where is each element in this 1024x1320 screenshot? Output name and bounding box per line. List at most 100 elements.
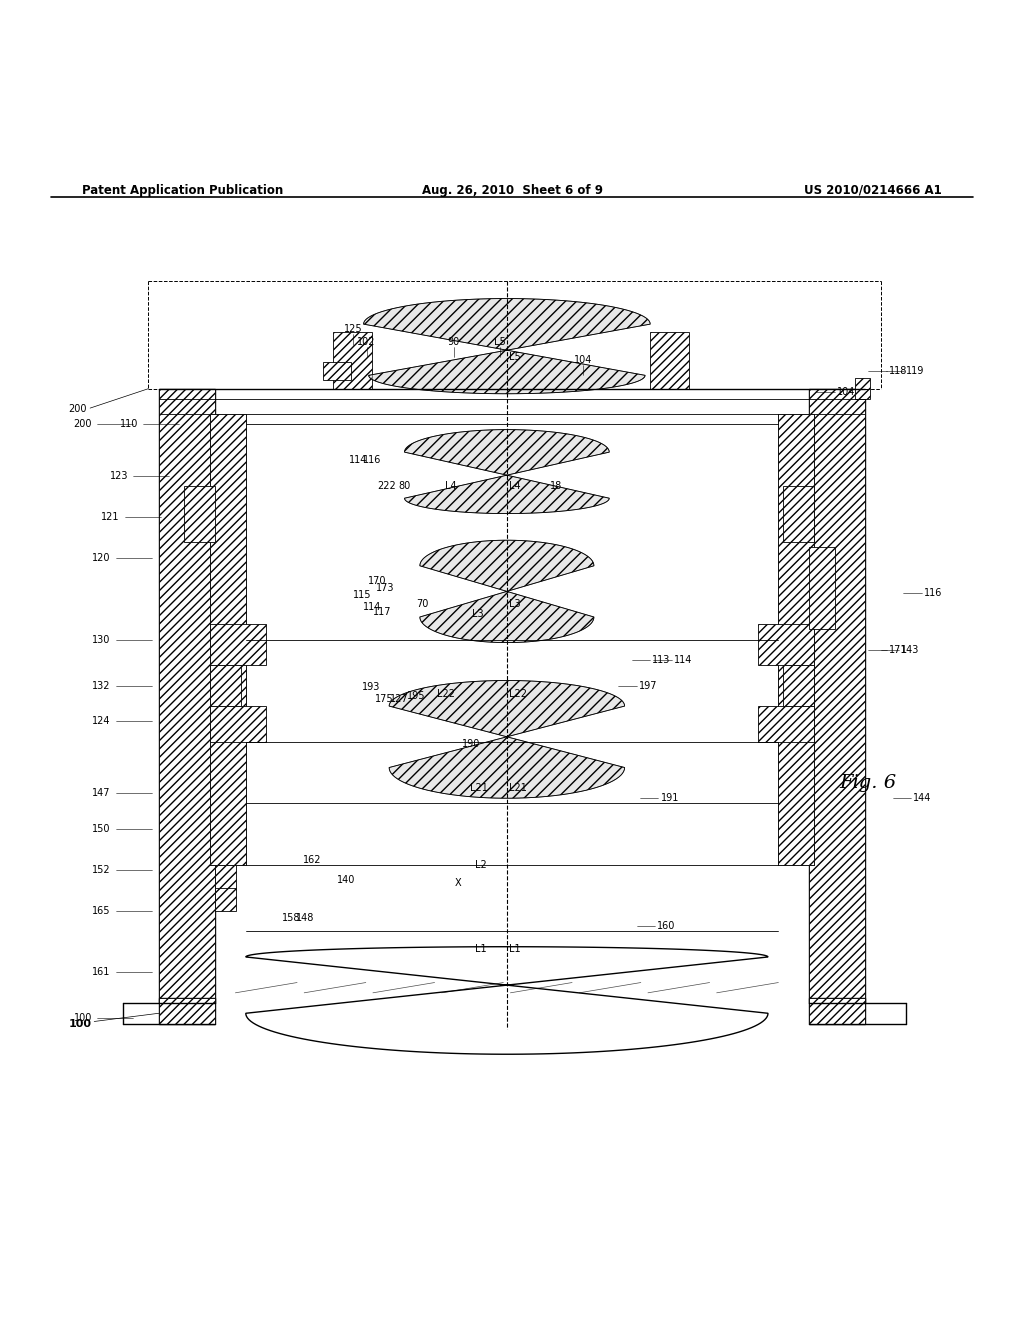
Text: 119: 119 bbox=[906, 366, 925, 376]
Text: L3: L3 bbox=[509, 599, 520, 609]
Bar bbox=[778, 414, 814, 865]
Text: L21: L21 bbox=[509, 783, 526, 793]
Text: L22: L22 bbox=[437, 689, 456, 698]
Polygon shape bbox=[404, 429, 609, 513]
Text: 115: 115 bbox=[353, 590, 372, 601]
Text: 175: 175 bbox=[375, 694, 393, 704]
Text: L1: L1 bbox=[475, 944, 487, 954]
Bar bbox=[210, 624, 266, 665]
Text: L5: L5 bbox=[509, 352, 520, 362]
Bar bbox=[159, 388, 215, 414]
Polygon shape bbox=[364, 298, 650, 393]
Polygon shape bbox=[420, 540, 594, 643]
Bar bbox=[210, 706, 266, 742]
Text: 191: 191 bbox=[660, 793, 679, 804]
Text: 124: 124 bbox=[92, 717, 111, 726]
Text: Fig. 6: Fig. 6 bbox=[840, 774, 897, 792]
Text: 116: 116 bbox=[362, 455, 381, 466]
Text: 123: 123 bbox=[110, 471, 128, 480]
Text: 190: 190 bbox=[462, 739, 480, 748]
Text: 130: 130 bbox=[92, 635, 111, 644]
Text: X: X bbox=[455, 878, 461, 888]
Text: 127: 127 bbox=[390, 694, 409, 704]
Bar bbox=[758, 706, 814, 742]
Bar bbox=[809, 388, 865, 414]
Bar bbox=[184, 486, 215, 543]
Polygon shape bbox=[389, 681, 625, 799]
Text: L3: L3 bbox=[472, 609, 484, 619]
Text: US 2010/0214666 A1: US 2010/0214666 A1 bbox=[804, 183, 942, 197]
Bar bbox=[783, 665, 814, 706]
Text: L4: L4 bbox=[509, 480, 520, 491]
Text: Patent Application Publication: Patent Application Publication bbox=[82, 183, 284, 197]
Text: 200: 200 bbox=[69, 404, 87, 414]
Text: 165: 165 bbox=[92, 906, 111, 916]
Text: 100: 100 bbox=[74, 1014, 92, 1023]
Text: 144: 144 bbox=[913, 793, 932, 804]
Bar bbox=[210, 414, 246, 865]
Text: 121: 121 bbox=[101, 512, 120, 521]
Text: 152: 152 bbox=[92, 865, 111, 875]
Text: 161: 161 bbox=[92, 968, 111, 977]
Bar bbox=[809, 388, 865, 1003]
Text: 140: 140 bbox=[337, 875, 355, 886]
Bar bbox=[809, 388, 865, 1003]
Bar bbox=[215, 888, 236, 911]
Text: 116: 116 bbox=[924, 589, 942, 598]
Bar bbox=[809, 998, 865, 1023]
Text: 193: 193 bbox=[361, 681, 380, 692]
Text: 158: 158 bbox=[282, 913, 300, 923]
Text: 200: 200 bbox=[74, 420, 92, 429]
Bar bbox=[210, 665, 241, 706]
Text: 170: 170 bbox=[368, 576, 386, 586]
Text: 132: 132 bbox=[92, 681, 111, 690]
Text: L22: L22 bbox=[509, 689, 527, 698]
Text: 120: 120 bbox=[92, 553, 111, 562]
Text: 104: 104 bbox=[837, 387, 855, 397]
Text: 160: 160 bbox=[657, 921, 676, 931]
Text: L2: L2 bbox=[475, 859, 487, 870]
Bar bbox=[210, 414, 246, 865]
Text: 148: 148 bbox=[296, 913, 314, 923]
Text: 147: 147 bbox=[92, 788, 111, 799]
Text: 143: 143 bbox=[901, 644, 920, 655]
Bar bbox=[323, 362, 351, 380]
Text: 117: 117 bbox=[373, 607, 391, 616]
Text: 100: 100 bbox=[70, 1019, 92, 1028]
Bar bbox=[809, 548, 835, 630]
Text: 197: 197 bbox=[639, 681, 657, 690]
Text: 114: 114 bbox=[362, 602, 381, 611]
Text: 113: 113 bbox=[652, 655, 671, 665]
Text: 125: 125 bbox=[344, 325, 362, 334]
Bar bbox=[855, 379, 870, 399]
Bar bbox=[783, 486, 814, 543]
Text: 195: 195 bbox=[407, 690, 425, 701]
Text: 104: 104 bbox=[573, 355, 592, 366]
Text: L5: L5 bbox=[494, 337, 506, 347]
Text: 222: 222 bbox=[378, 480, 396, 491]
Text: 80: 80 bbox=[398, 480, 411, 491]
Bar bbox=[778, 414, 814, 865]
Bar bbox=[333, 333, 372, 388]
Polygon shape bbox=[246, 946, 768, 1055]
Text: 102: 102 bbox=[357, 337, 376, 347]
Text: 114: 114 bbox=[349, 455, 368, 466]
Text: 110: 110 bbox=[120, 420, 138, 429]
Text: 150: 150 bbox=[92, 824, 111, 834]
Text: 18: 18 bbox=[550, 480, 562, 491]
Text: 114: 114 bbox=[674, 655, 692, 665]
Text: 171: 171 bbox=[889, 644, 907, 655]
Text: 118: 118 bbox=[889, 366, 907, 376]
Text: 162: 162 bbox=[303, 854, 322, 865]
Text: L4: L4 bbox=[444, 480, 457, 491]
Bar bbox=[758, 624, 814, 665]
Text: 173: 173 bbox=[376, 583, 394, 593]
Text: L1: L1 bbox=[509, 944, 520, 954]
Bar bbox=[159, 998, 215, 1023]
Bar bbox=[809, 998, 865, 1023]
Text: 70: 70 bbox=[416, 599, 428, 609]
Bar bbox=[215, 865, 236, 891]
Text: Aug. 26, 2010  Sheet 6 of 9: Aug. 26, 2010 Sheet 6 of 9 bbox=[422, 183, 602, 197]
Text: 90: 90 bbox=[447, 337, 460, 347]
Text: L21: L21 bbox=[470, 783, 488, 793]
